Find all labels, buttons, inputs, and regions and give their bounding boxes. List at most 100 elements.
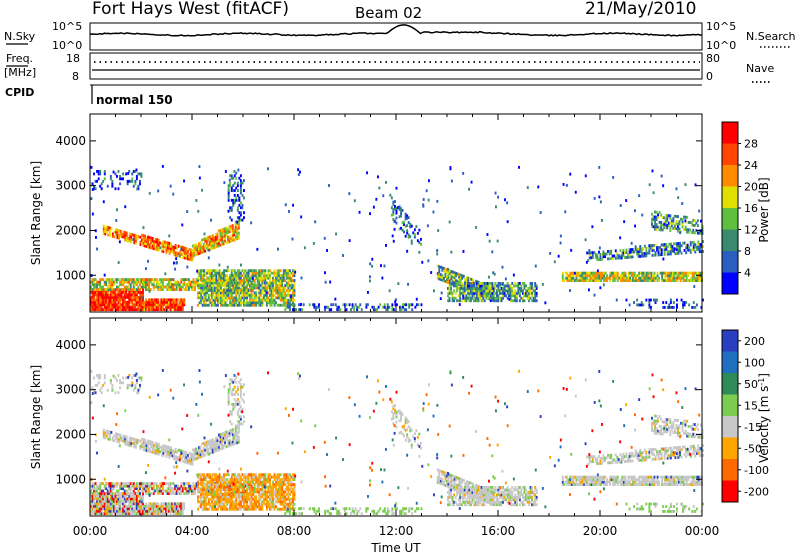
power-cell [158, 285, 161, 289]
power-cell [246, 278, 249, 282]
power-cell [198, 291, 201, 295]
power-cell [207, 256, 210, 260]
power-cell [491, 291, 494, 295]
power-cell [148, 305, 151, 309]
power-cell [210, 269, 213, 273]
power-cell [94, 283, 97, 287]
power-cell [155, 298, 158, 302]
power-cell [93, 288, 96, 292]
power-cell [218, 284, 221, 287]
power-cell [230, 208, 233, 212]
power-cell [169, 285, 172, 289]
velocity-cell [152, 484, 155, 488]
power-cell [537, 185, 540, 189]
power-cell [377, 175, 379, 179]
power-cell [351, 303, 354, 307]
power-cell [122, 280, 125, 284]
power-cell [126, 305, 129, 309]
power-cell [598, 195, 601, 199]
power-cell [91, 280, 94, 284]
power-cell [120, 305, 123, 309]
velocity-cell [142, 495, 144, 498]
velocity-cell [241, 478, 244, 482]
velocity-cell [102, 482, 105, 486]
power-cell [103, 283, 106, 287]
power-cell [207, 285, 210, 289]
power-cell [134, 293, 137, 297]
power-cell [102, 308, 105, 312]
power-cell [187, 285, 190, 289]
power-cell [215, 271, 218, 275]
power-cell [239, 189, 242, 192]
power-cell [221, 281, 224, 285]
power-cell [392, 308, 395, 312]
power-cell [669, 301, 672, 304]
power-cell [224, 303, 227, 307]
power-cell [155, 280, 158, 284]
power-cell [660, 213, 663, 217]
power-cell [100, 295, 103, 299]
power-cell [220, 303, 222, 307]
power-cell [106, 305, 109, 309]
power-cell [181, 305, 184, 309]
velocity-cell [194, 492, 196, 495]
power-cell [204, 289, 207, 292]
power-cell [212, 298, 215, 302]
power-cell [534, 282, 537, 285]
power-cell [224, 293, 227, 297]
power-cell [178, 303, 181, 307]
power-cell [172, 288, 175, 291]
power-cell [215, 303, 218, 307]
power-cell [139, 293, 141, 297]
power-cell [671, 249, 674, 252]
power-cell [108, 288, 111, 291]
power-cell [236, 283, 239, 287]
station-title: Fort Hays West (fitACF) [92, 0, 289, 19]
power-cell [221, 296, 224, 300]
power-cell [114, 295, 117, 299]
power-cell [152, 300, 155, 304]
power-cell [106, 303, 109, 307]
power-cell [149, 308, 152, 312]
power-cell [289, 295, 292, 299]
power-cell [97, 293, 100, 297]
power-cell [151, 298, 154, 302]
power-cell [145, 278, 148, 282]
power-cell [171, 283, 174, 287]
power-cell [604, 271, 607, 275]
power-cell [511, 287, 514, 290]
power-cell [206, 298, 209, 302]
power-cell [102, 303, 105, 307]
power-cell [203, 296, 206, 300]
velocity-cell [161, 484, 164, 488]
power-cell [100, 293, 103, 297]
power-cell [91, 212, 94, 216]
power-cell [96, 308, 99, 312]
power-cell [90, 288, 92, 291]
power-cell [140, 280, 143, 284]
power-cell [111, 308, 114, 312]
power-cell [377, 305, 380, 309]
power-cell [623, 220, 626, 224]
power-cell [108, 303, 111, 307]
power-cell [224, 170, 227, 173]
power-cell [253, 281, 256, 285]
power-cell [216, 235, 219, 238]
power-cell [221, 284, 224, 287]
power-cell [420, 303, 423, 307]
power-cell [397, 282, 400, 286]
power-cell [224, 281, 227, 285]
power-cell [142, 300, 144, 304]
power-cell [169, 300, 172, 304]
power-cell [246, 296, 249, 300]
power-cell [599, 200, 602, 204]
power-cell [139, 300, 141, 304]
power-cell [437, 229, 440, 232]
power-cell [94, 308, 97, 312]
power-cell [228, 230, 231, 234]
power-cell [175, 298, 178, 302]
power-cell [128, 278, 131, 282]
power-cell [187, 288, 190, 291]
power-cell [116, 175, 118, 178]
power-cell [139, 182, 141, 186]
